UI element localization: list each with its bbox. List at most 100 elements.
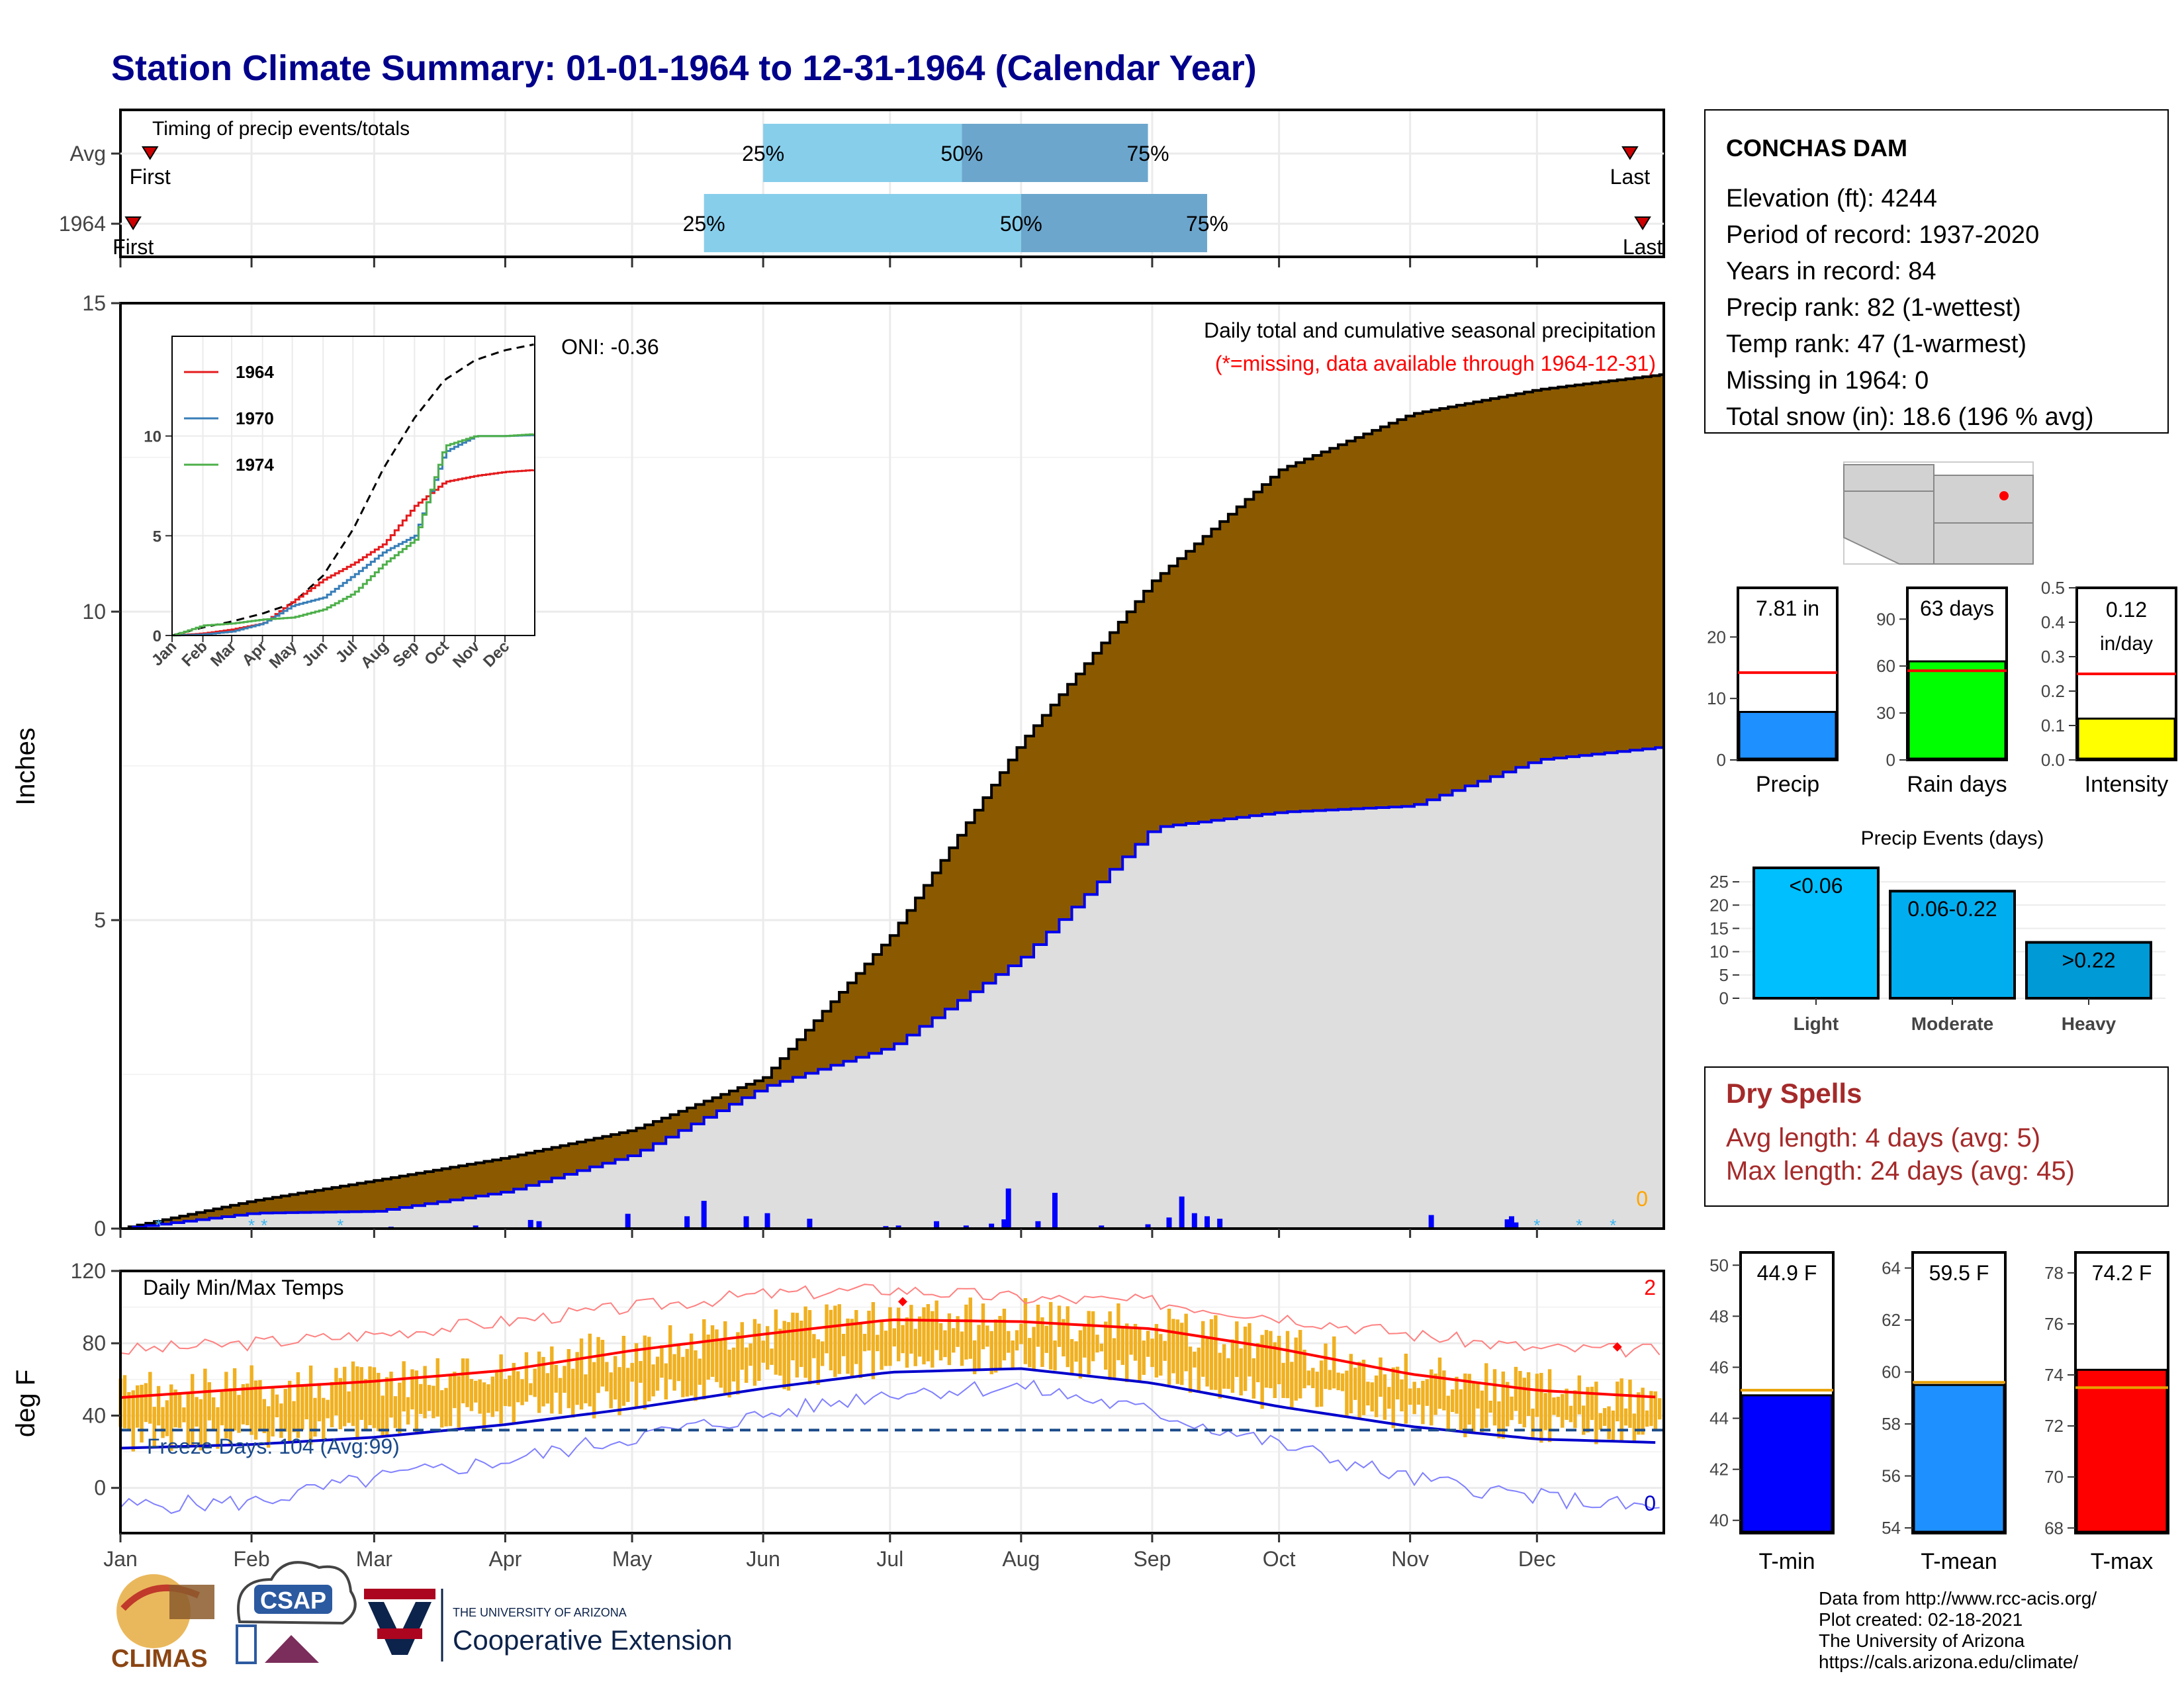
daily-precip-bar	[1166, 1217, 1172, 1229]
daily-precip-bar	[1099, 1225, 1105, 1229]
ua-bar-shape	[364, 1589, 435, 1599]
events-ytick-label: 25	[1709, 872, 1729, 892]
ua-logo: THE UNIVERSITY OF ARIZONA Cooperative Ex…	[364, 1589, 733, 1662]
daily-temp-bar	[1366, 1382, 1370, 1406]
daily-temp-bar	[1611, 1410, 1615, 1442]
station-info-line: Missing in 1964: 0	[1726, 367, 1929, 395]
daily-temp-bar	[567, 1349, 571, 1409]
daily-temp-bar	[1138, 1328, 1142, 1382]
daily-precip-bar	[1504, 1219, 1510, 1229]
summary-bar-unit: in/day	[2100, 633, 2153, 655]
daily-temp-bar	[956, 1316, 960, 1347]
daily-temp-bar	[1455, 1376, 1459, 1414]
timing-frame	[119, 109, 1665, 258]
daily-temp-bar	[1015, 1330, 1019, 1351]
daily-temp-bar	[1501, 1371, 1506, 1439]
daily-precip-bar	[684, 1216, 690, 1229]
daily-temp-bar	[1074, 1341, 1078, 1362]
daily-temp-bar	[1450, 1389, 1455, 1413]
timing-q50-label: 50%	[940, 142, 983, 165]
month-label: Oct	[1263, 1547, 1296, 1571]
temp-bar-value: 44.9 F	[1757, 1261, 1817, 1285]
daily-temp-bar	[896, 1307, 901, 1362]
daily-precip-bar	[1035, 1221, 1041, 1229]
daily-temp-bar	[1146, 1331, 1150, 1357]
daily-temp-bar	[1623, 1408, 1628, 1426]
daily-temp-bar	[1539, 1372, 1543, 1443]
daily-temp-bar	[1459, 1389, 1463, 1430]
daily-temp-bar	[563, 1366, 567, 1393]
daily-precip-bar	[895, 1225, 901, 1229]
daily-temp-bar	[1632, 1413, 1637, 1442]
temp-bar-ytick-label: 76	[2044, 1314, 2064, 1334]
daily-temp-bar	[1332, 1336, 1336, 1389]
snow-day-asterisk: *	[1576, 1215, 1582, 1235]
inset-series-1964-line	[172, 469, 535, 637]
daily-temp-bar	[237, 1395, 241, 1433]
events-bar	[1889, 890, 2016, 1000]
normal-max-line	[120, 1318, 1656, 1399]
daily-temp-bar	[1615, 1382, 1619, 1422]
daily-precip-bar	[1428, 1215, 1434, 1229]
daily-temp-bar	[1116, 1303, 1120, 1360]
precip-title: Daily total and cumulative seasonal prec…	[1204, 318, 1656, 342]
daily-temp-bar	[1590, 1386, 1594, 1421]
daily-temp-bar	[1552, 1397, 1556, 1415]
summary-ytick-label: 0.3	[2041, 647, 2065, 667]
daily-temp-bar	[1044, 1325, 1048, 1353]
daily-precip-bar	[807, 1219, 813, 1229]
record-high-marker	[897, 1297, 907, 1307]
summary-ytick-label: 0	[1886, 750, 1895, 770]
daily-temp-bar	[1488, 1401, 1492, 1413]
daily-temp-bar	[1395, 1366, 1400, 1400]
daily-precip-bar	[1204, 1216, 1210, 1229]
station-name: CONCHAS DAM	[1726, 134, 1907, 162]
daily-temp-bar	[681, 1356, 685, 1397]
daily-temp-bar	[571, 1368, 575, 1418]
daily-temp-bar	[799, 1321, 803, 1368]
month-label: Mar	[356, 1547, 392, 1571]
timing-q25-label: 25%	[683, 212, 725, 236]
daily-temp-bar	[1175, 1319, 1180, 1384]
station-lines: Elevation (ft): 4244 Period of record: 19…	[1726, 185, 2094, 431]
daily-temp-bar	[862, 1333, 867, 1352]
temp-bar-ytick-label: 64	[1882, 1258, 1901, 1278]
daily-temp-bar	[1040, 1317, 1044, 1367]
temp-bar-ytick-label: 40	[1709, 1511, 1729, 1530]
daily-temp-bar	[432, 1385, 435, 1419]
daily-temp-bar	[1184, 1313, 1188, 1372]
daily-temp-bar	[1467, 1374, 1471, 1425]
daily-temp-bar	[917, 1316, 922, 1357]
daily-temp-bar	[279, 1403, 283, 1438]
daily-temp-bar	[516, 1371, 520, 1403]
daily-temp-bar	[216, 1407, 220, 1449]
cold-count: 0	[1644, 1491, 1656, 1515]
inset-month-label: Mar	[207, 637, 240, 670]
daily-temp-bar	[1066, 1306, 1069, 1368]
daily-temp-bar	[1400, 1379, 1404, 1412]
daily-temp-bar	[960, 1331, 964, 1366]
daily-temp-bar	[1032, 1327, 1036, 1370]
daily-temp-bar	[313, 1397, 317, 1437]
temp-title: Daily Min/Max Temps	[143, 1276, 343, 1299]
summary-bar-label: Rain days	[1907, 772, 2007, 797]
events-ytick-label: 20	[1709, 895, 1729, 915]
daily-temp-bar	[359, 1367, 363, 1420]
timing-q25-q50-bar	[763, 124, 962, 182]
daily-temp-bar	[1357, 1362, 1361, 1419]
temp-bar-ytick-label: 72	[2044, 1416, 2064, 1436]
daily-temp-bar	[1416, 1387, 1421, 1405]
precip-events-panel: Precip Events (days) 0 5 10 15 20 25 <0.06 Ligh…	[1709, 827, 2165, 1034]
daily-temp-bar	[1243, 1327, 1248, 1391]
daily-temp-bar	[1251, 1358, 1256, 1399]
daily-temp-bar	[246, 1383, 250, 1425]
csap-label-box	[254, 1585, 332, 1614]
daily-temp-bar	[1311, 1368, 1315, 1389]
daily-temp-bar	[998, 1315, 1002, 1370]
inset-month-label: Apr	[239, 637, 271, 669]
events-ytick-label: 10	[1709, 942, 1729, 962]
daily-temp-bar	[486, 1384, 490, 1413]
month-label: Jan	[103, 1547, 138, 1571]
daily-temp-bar	[545, 1373, 550, 1404]
